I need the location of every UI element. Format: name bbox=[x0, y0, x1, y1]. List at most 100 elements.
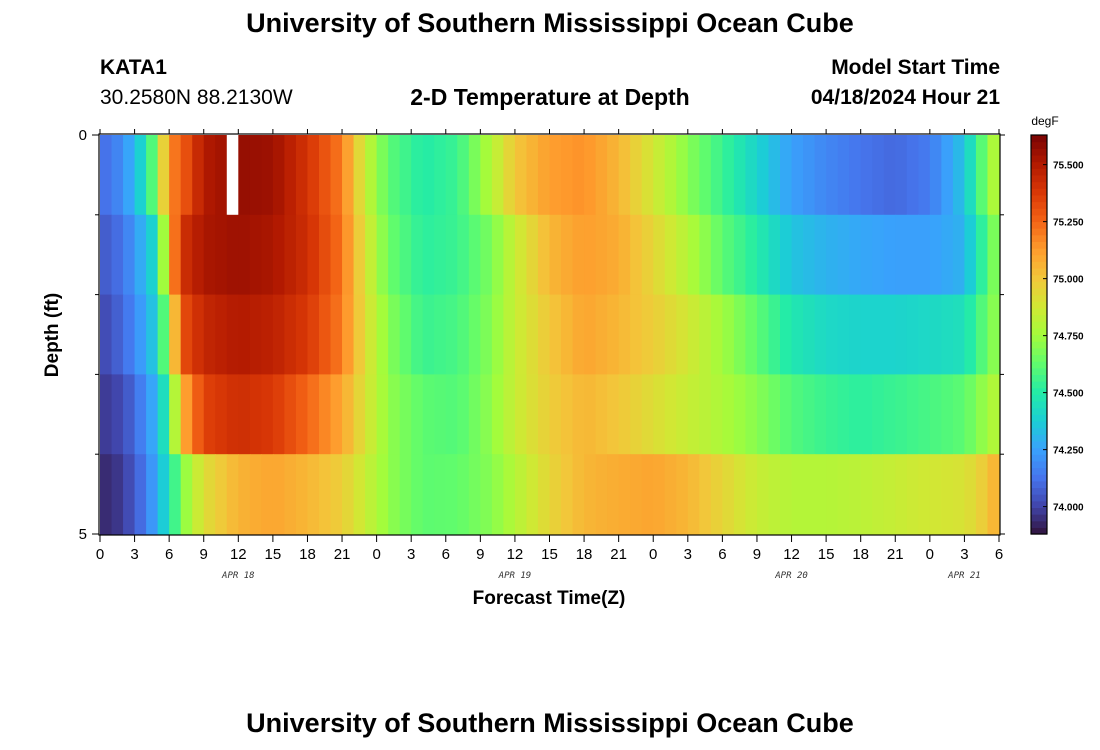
colorbar-tick-label: 74.250 bbox=[1053, 446, 1084, 457]
colorbar-segment bbox=[1031, 201, 1047, 209]
colorbar-tick-label: 74.000 bbox=[1053, 503, 1084, 514]
heatmap-cell bbox=[123, 294, 136, 375]
heatmap-cell bbox=[549, 374, 562, 455]
heatmap-cell bbox=[895, 294, 908, 375]
heatmap-cell bbox=[111, 294, 124, 375]
colorbar-segment bbox=[1031, 520, 1047, 528]
heatmap-cell bbox=[365, 294, 378, 375]
colorbar-segment bbox=[1031, 314, 1047, 322]
heatmap-cell bbox=[434, 374, 447, 455]
heatmap-cell bbox=[226, 214, 239, 296]
heatmap-cell bbox=[768, 294, 781, 375]
heatmap-cell bbox=[238, 214, 251, 296]
heatmap-cell bbox=[491, 374, 504, 455]
heatmap-cell bbox=[952, 374, 966, 455]
heatmap-cell bbox=[664, 374, 677, 455]
heatmap-cell bbox=[100, 374, 113, 455]
heatmap-cell bbox=[618, 454, 631, 535]
heatmap-cell bbox=[365, 214, 378, 296]
heatmap-cell bbox=[272, 214, 286, 296]
heatmap-cell bbox=[653, 214, 666, 296]
heatmap-cell bbox=[722, 214, 735, 296]
colorbar-tick-label: 75.250 bbox=[1053, 218, 1084, 229]
heatmap-cell bbox=[249, 135, 262, 216]
x-tick-label: 12 bbox=[783, 546, 800, 563]
heatmap-cell bbox=[607, 454, 620, 535]
heatmap-cell bbox=[376, 214, 389, 296]
heatmap-cell bbox=[445, 454, 458, 535]
heatmap-cell bbox=[111, 214, 124, 296]
x-tick-label: 15 bbox=[265, 546, 282, 563]
heatmap-cell bbox=[100, 214, 113, 296]
heatmap-cell bbox=[123, 135, 136, 216]
heatmap-cell bbox=[641, 454, 654, 535]
heatmap-cell bbox=[872, 454, 885, 535]
heatmap-cell bbox=[561, 454, 574, 535]
heatmap-cell bbox=[849, 214, 862, 296]
x-tick-label: 6 bbox=[442, 546, 450, 563]
heatmap-cell bbox=[768, 135, 781, 216]
colorbar-segment bbox=[1031, 381, 1047, 389]
heatmap-cell bbox=[883, 454, 896, 535]
heatmap-cell bbox=[975, 454, 989, 535]
x-tick-label: 6 bbox=[718, 546, 726, 563]
colorbar-segment bbox=[1031, 474, 1047, 482]
heatmap-cell bbox=[549, 454, 562, 535]
colorbar-segment bbox=[1031, 234, 1047, 242]
heatmap-cell bbox=[388, 135, 401, 216]
heatmap-cell bbox=[883, 374, 896, 455]
y-tick-label: 5 bbox=[79, 526, 87, 543]
heatmap-cell bbox=[284, 374, 297, 455]
heatmap-cell bbox=[803, 454, 816, 535]
colorbar-segment bbox=[1031, 467, 1047, 475]
heatmap-cell bbox=[169, 374, 182, 455]
colorbar-segment bbox=[1031, 194, 1047, 203]
x-axis-title: Forecast Time(Z) bbox=[473, 588, 626, 609]
heatmap-cell bbox=[964, 374, 977, 455]
heatmap-cell bbox=[284, 135, 297, 216]
heatmap-cell bbox=[411, 135, 424, 216]
x-tick-label: 0 bbox=[372, 546, 380, 563]
heatmap-cell bbox=[561, 135, 574, 216]
heatmap-cell bbox=[860, 374, 873, 455]
heatmap-cell bbox=[503, 214, 516, 296]
heatmap-cell bbox=[710, 374, 723, 455]
heatmap-cell bbox=[618, 374, 631, 455]
heatmap-cell bbox=[618, 294, 631, 375]
heatmap-cell bbox=[895, 135, 908, 216]
colorbar-tick-label: 74.500 bbox=[1053, 389, 1084, 400]
heatmap-cell bbox=[595, 135, 608, 216]
heatmap-cell bbox=[157, 374, 170, 455]
heatmap-cell bbox=[561, 214, 574, 296]
heatmap-cell bbox=[607, 294, 620, 375]
heatmap-cell bbox=[906, 454, 919, 535]
heatmap-cell bbox=[676, 135, 689, 216]
heatmap-cell bbox=[249, 214, 262, 296]
colorbar-segment bbox=[1031, 274, 1047, 282]
heatmap-cell bbox=[399, 294, 412, 375]
heatmap-cell bbox=[860, 135, 873, 216]
heatmap-cell bbox=[342, 454, 355, 535]
x-tick-label: 18 bbox=[576, 546, 593, 563]
x-tick-label: 12 bbox=[507, 546, 524, 563]
heatmap-cell bbox=[584, 294, 597, 375]
colorbar-segment bbox=[1031, 327, 1047, 336]
heatmap-cell bbox=[710, 454, 723, 535]
colorbar-segment bbox=[1031, 154, 1047, 163]
heatmap-cell bbox=[399, 135, 412, 216]
heatmap-cell bbox=[549, 135, 562, 216]
colorbar-segment bbox=[1031, 221, 1047, 229]
heatmap-cell bbox=[687, 214, 700, 296]
heatmap-cell bbox=[584, 454, 597, 535]
heatmap-cell bbox=[526, 135, 539, 216]
heatmap-cell bbox=[676, 374, 689, 455]
x-tick-label: 3 bbox=[960, 546, 968, 563]
heatmap-cell bbox=[929, 135, 942, 216]
heatmap-cell bbox=[814, 454, 827, 535]
heatmap-cell bbox=[134, 454, 147, 535]
heatmap-cell bbox=[572, 374, 585, 455]
heatmap-cell bbox=[157, 135, 170, 216]
heatmap-cell bbox=[826, 294, 839, 375]
heatmap-cell bbox=[169, 214, 182, 296]
heatmap-cell bbox=[457, 454, 470, 535]
